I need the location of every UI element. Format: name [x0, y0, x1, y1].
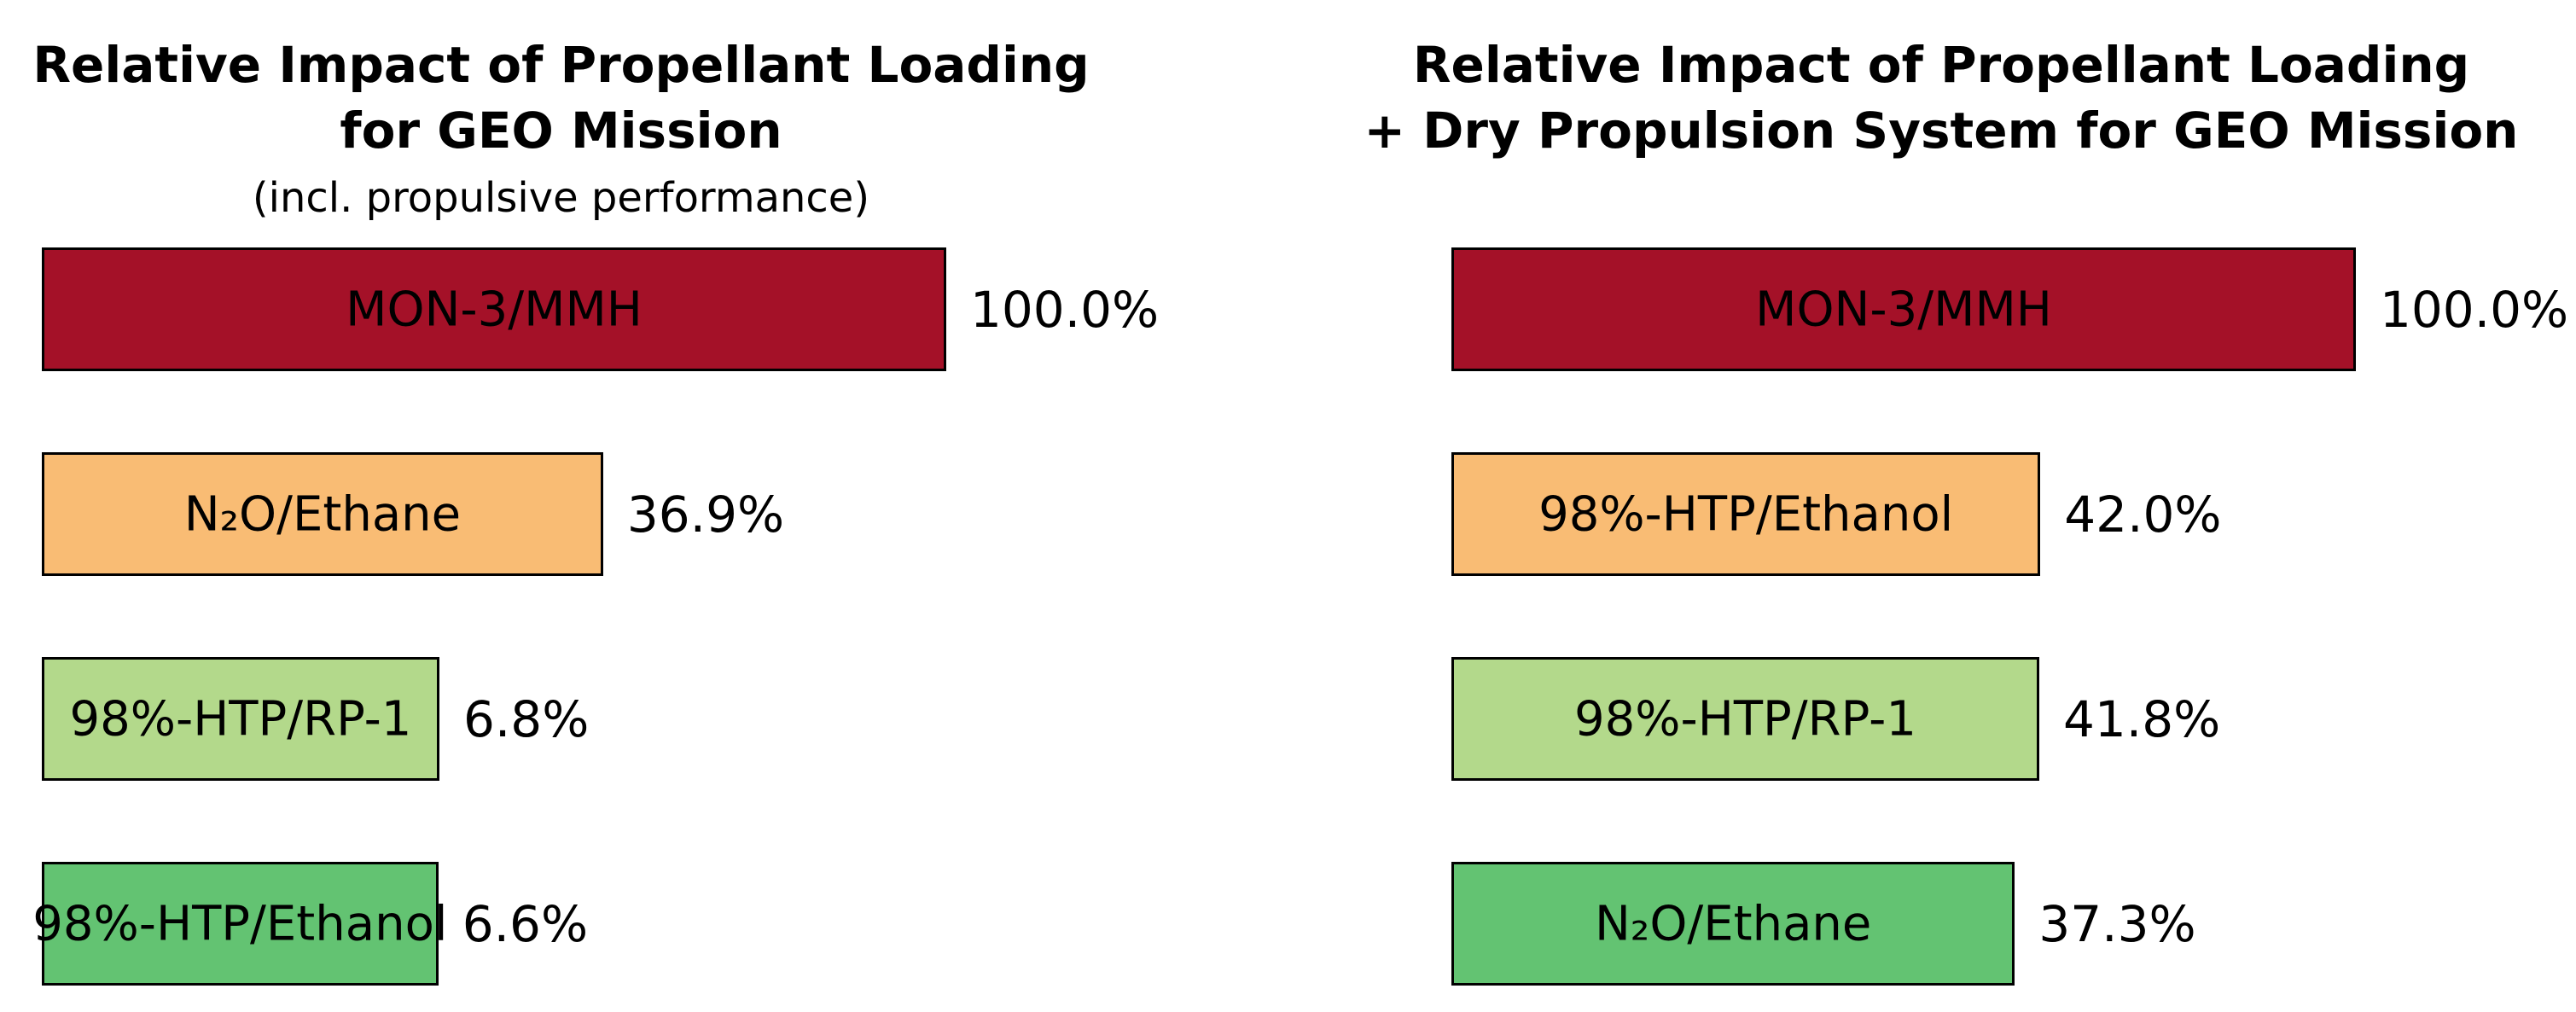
bar-row: MON-3/MMH 100.0%: [42, 247, 1159, 371]
bar-label: 98%-HTP/RP-1: [69, 691, 412, 747]
bar-row: MON-3/MMH 100.0%: [1451, 247, 2568, 371]
bar-row: 98%-HTP/RP-1 6.8%: [42, 657, 946, 781]
bar-label: N₂O/Ethane: [183, 486, 462, 542]
bar-98-htp-ethanol: 98%-HTP/Ethanol: [32, 862, 447, 986]
bar-label: 98%-HTP/Ethanol: [1538, 486, 1954, 542]
bar-value-label: 37.3%: [2038, 894, 2196, 953]
bar-row: N₂O/Ethane 36.9%: [42, 452, 946, 576]
bar-98-htp-ethanol: 98%-HTP/Ethanol: [1451, 452, 2041, 576]
bar-row: 98%-HTP/RP-1 41.8%: [1451, 657, 2356, 781]
bar-98-htp-rp-1: 98%-HTP/RP-1: [1451, 657, 2039, 781]
bar-row: 98%-HTP/Ethanol 6.6%: [32, 862, 946, 986]
chart-title: Relative Impact of Propellant Loading + …: [1305, 32, 2576, 163]
bar-row: 98%-HTP/Ethanol 42.0%: [1451, 452, 2356, 576]
bar-label: N₂O/Ethane: [1594, 896, 1872, 951]
chart-subtitle: (incl. propulsive performance): [252, 174, 870, 223]
bar-label: 98%-HTP/RP-1: [1574, 691, 1916, 747]
bar-n-o-ethane: N₂O/Ethane: [42, 452, 603, 576]
chart-title-line-1: Relative Impact of Propellant Loading: [32, 36, 1090, 94]
chart-title: Relative Impact of Propellant Loading fo…: [0, 32, 1122, 225]
bar-value-label: 41.8%: [2063, 689, 2221, 748]
bar-value-label: 6.6%: [462, 894, 589, 953]
bar-value-label: 100.0%: [970, 280, 1160, 339]
bar-area: MON-3/MMH 100.0% 98%-HTP/Ethanol 42.0% 98%-H…: [1451, 247, 2568, 1012]
bar-98-htp-rp-1: 98%-HTP/RP-1: [42, 657, 439, 781]
bar-value-label: 6.8%: [462, 689, 590, 748]
bar-mon-3-mmh: MON-3/MMH: [42, 247, 946, 371]
chart-title-line-2: for GEO Mission: [340, 101, 782, 160]
bar-mon-3-mmh: MON-3/MMH: [1451, 247, 2356, 371]
bar-n-o-ethane: N₂O/Ethane: [1451, 862, 2015, 986]
chart-title-line-2: + Dry Propulsion System for GEO Mission: [1364, 101, 2519, 160]
bar-label: 98%-HTP/Ethanol: [32, 896, 448, 951]
bar-area: MON-3/MMH 100.0% N₂O/Ethane 36.9% 98%-HTP/RP…: [32, 247, 1159, 1012]
bar-label: MON-3/MMH: [1755, 282, 2052, 337]
bar-value-label: 42.0%: [2064, 485, 2222, 544]
chart-title-line-1: Relative Impact of Propellant Loading: [1412, 36, 2470, 94]
bar-value-label: 36.9%: [626, 485, 785, 544]
bar-value-label: 100.0%: [2380, 280, 2569, 339]
bar-row: N₂O/Ethane 37.3%: [1451, 862, 2356, 986]
bar-label: MON-3/MMH: [346, 282, 643, 337]
